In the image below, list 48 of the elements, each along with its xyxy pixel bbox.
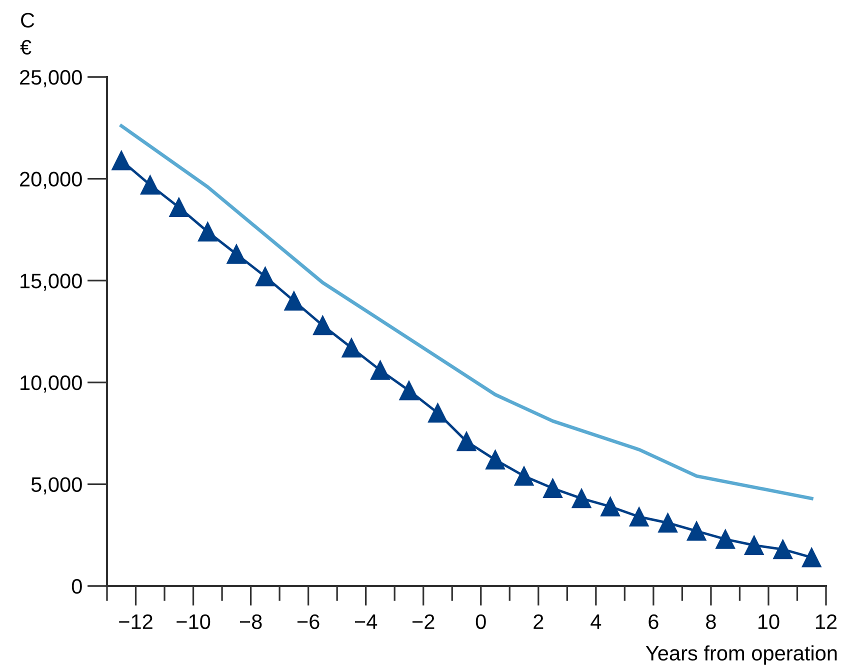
point [686, 521, 706, 541]
point [226, 244, 246, 264]
point [312, 316, 332, 336]
x-tick-label: 2 [534, 614, 544, 629]
x-tick-label: −8 [240, 614, 262, 630]
point [629, 507, 649, 526]
point [514, 466, 534, 486]
x-axis-title: Years from operation [646, 645, 837, 665]
point [773, 540, 793, 560]
x-tick-label: 6 [648, 614, 658, 630]
line-series [120, 124, 814, 500]
point [370, 360, 390, 380]
x-tick-label: −6 [297, 614, 320, 630]
point [198, 222, 218, 242]
point [802, 548, 822, 568]
x-tick-label: 4 [590, 614, 602, 629]
x-tick-label: 0 [476, 614, 486, 630]
x-tick-label: 12 [816, 614, 837, 629]
y-tick-label: 15,000 [20, 274, 82, 291]
x-tick-label: −12 [119, 614, 152, 629]
point [112, 150, 132, 170]
point [255, 266, 275, 286]
y-tick-label: 0 [72, 579, 82, 594]
point [456, 432, 476, 452]
y-tick-label: 20,000 [20, 172, 82, 190]
x-tick-label: −2 [412, 614, 434, 629]
x-tick-label: 10 [758, 614, 780, 630]
point [169, 198, 189, 218]
point [716, 529, 736, 549]
x-tick-label: −10 [176, 614, 210, 630]
point [140, 175, 160, 195]
chart-title: C [21, 12, 34, 28]
point [658, 513, 678, 533]
x-tick-label: 8 [706, 614, 716, 630]
point [572, 488, 592, 508]
x-tick-label: −4 [354, 614, 378, 629]
y-tick-label: 10,000 [20, 375, 82, 393]
point [543, 478, 563, 498]
point [428, 403, 448, 423]
point [399, 380, 419, 400]
y-axis-title: € [20, 40, 32, 55]
point [284, 291, 304, 311]
point [600, 496, 620, 516]
point [486, 450, 505, 470]
y-tick-label: 25,000 [20, 70, 82, 88]
point [342, 338, 362, 358]
point [744, 536, 764, 556]
y-tick-label: 5,000 [31, 477, 82, 494]
